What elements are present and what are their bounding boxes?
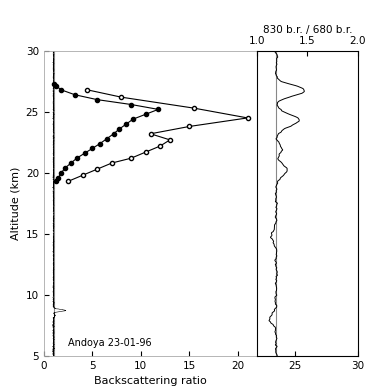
Y-axis label: Altitude (km): Altitude (km) [10, 167, 20, 240]
X-axis label: Backscattering ratio: Backscattering ratio [94, 376, 207, 386]
Text: Andoya 23-01-96: Andoya 23-01-96 [68, 338, 152, 348]
X-axis label: 830 b.r. / 680 b.r.: 830 b.r. / 680 b.r. [263, 25, 352, 35]
